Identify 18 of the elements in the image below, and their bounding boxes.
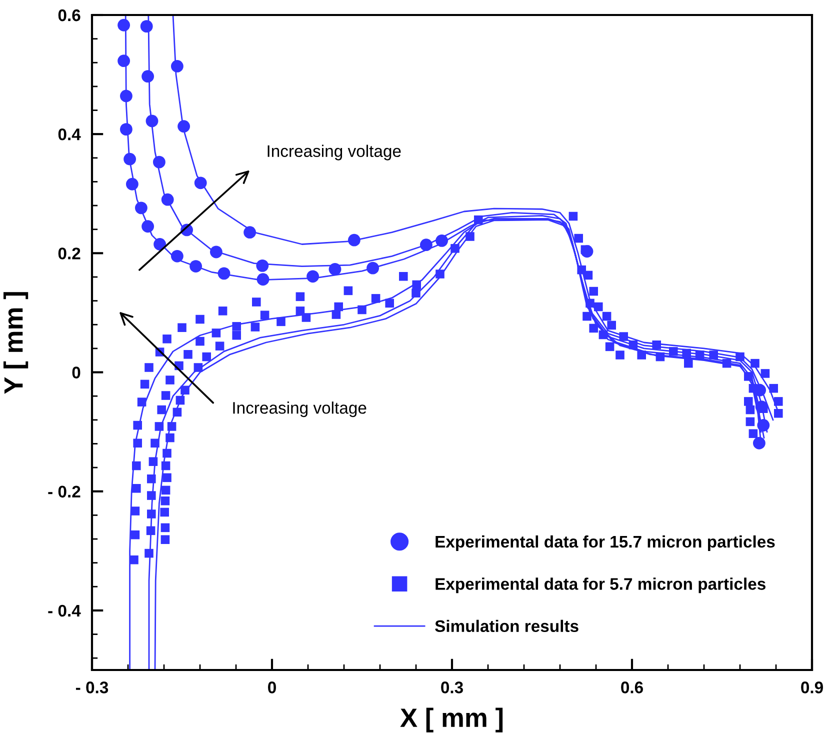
y-tick-label: 0.4 <box>58 128 81 140</box>
y-tick-label: 0.6 <box>58 9 80 22</box>
annotation: Increasing voltage <box>233 402 366 418</box>
x-axis-title: X [ mm ] <box>400 708 503 732</box>
annotation: Increasing voltage <box>268 144 401 160</box>
legend-label: Experimental data for 5.7 micron particles <box>436 578 766 594</box>
legend-label: Simulation results <box>435 620 578 632</box>
x-tick-label: 0.9 <box>801 682 823 694</box>
x-tick-label: - 0.3 <box>76 682 108 694</box>
y-tick-label: 0.2 <box>58 248 80 260</box>
x-tick-label: 0 <box>268 682 276 694</box>
x-tick-label: 0.6 <box>621 682 643 694</box>
y-tick-label: - 0.4 <box>48 604 81 617</box>
y-tick-label: 0 <box>72 366 80 378</box>
x-tick-label: 0.3 <box>441 682 463 694</box>
y-axis-title: Y [ mm ] <box>4 292 28 394</box>
legend-label: Experimental data for 15.7 micron particles <box>436 535 775 551</box>
y-tick-label: - 0.2 <box>48 486 80 498</box>
